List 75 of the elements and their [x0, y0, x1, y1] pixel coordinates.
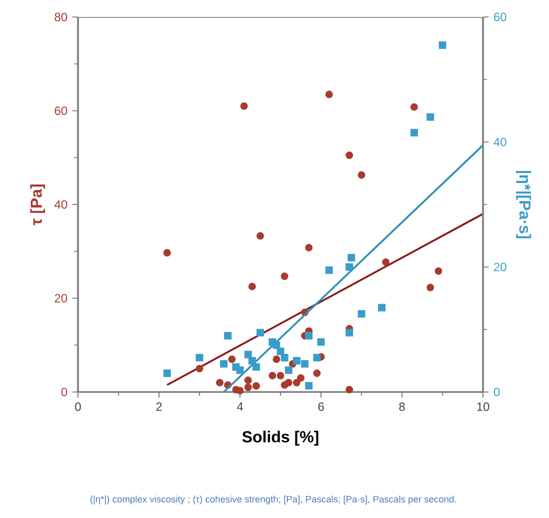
point — [284, 378, 292, 386]
point — [268, 372, 276, 380]
y-tick-label: 0 — [61, 388, 68, 396]
point — [305, 382, 313, 390]
point — [292, 357, 300, 364]
point — [228, 355, 236, 363]
y2-tick-label: 20 — [494, 262, 506, 272]
point — [325, 266, 333, 274]
point — [280, 272, 288, 280]
point — [248, 282, 256, 290]
point — [196, 354, 204, 362]
point — [313, 354, 321, 362]
point — [305, 244, 313, 252]
y-tick-label: 80 — [54, 12, 68, 22]
point — [426, 113, 434, 121]
point — [284, 366, 292, 374]
point — [163, 249, 171, 257]
y2-axis-title: |η*|[Pa·s] — [516, 171, 532, 238]
point — [301, 360, 309, 368]
y2-tick-label: 0 — [494, 388, 500, 396]
point — [346, 263, 354, 271]
point — [252, 363, 260, 371]
point — [240, 102, 248, 110]
y-tick-label: 60 — [54, 106, 68, 115]
point — [256, 232, 264, 240]
point — [434, 267, 442, 275]
point — [220, 360, 228, 368]
x-tick-label: 10 — [477, 402, 490, 411]
point — [438, 41, 446, 49]
x-tick-label: 8 — [399, 402, 405, 411]
y2-tick-label: 40 — [494, 138, 506, 146]
y-tick-label: 40 — [54, 200, 68, 209]
point — [346, 386, 354, 394]
point — [272, 355, 280, 363]
point — [348, 254, 356, 262]
point — [163, 370, 171, 377]
point — [280, 354, 288, 362]
point — [358, 171, 366, 179]
point — [382, 258, 390, 266]
point — [224, 332, 232, 340]
point — [378, 304, 386, 312]
y-axis-title: τ [Pa] — [30, 184, 46, 226]
point — [426, 284, 434, 292]
point — [248, 357, 256, 364]
point — [276, 348, 284, 356]
y-tick-label: 20 — [54, 294, 68, 303]
point — [236, 386, 244, 394]
point — [313, 370, 321, 377]
point — [410, 128, 418, 136]
point — [236, 366, 244, 374]
text: (|η*|) complex viscosity ; (τ) cohesive strength; [Pa], Pascals; [Pa·s], Pascals per second. — [90, 496, 456, 504]
x-tick-label: 4 — [236, 402, 243, 411]
point — [256, 328, 264, 336]
point — [346, 328, 354, 336]
point — [325, 90, 333, 98]
point — [196, 364, 204, 372]
point — [276, 372, 284, 380]
point — [244, 350, 252, 358]
point — [252, 382, 260, 390]
x-axis-title: Solids [%] — [242, 430, 318, 446]
point — [305, 332, 313, 340]
x-tick-label: 0 — [75, 402, 81, 411]
point — [346, 152, 354, 160]
point — [272, 341, 280, 349]
point — [244, 384, 252, 392]
point — [317, 338, 325, 346]
x-tick-label: 2 — [156, 402, 162, 411]
point — [216, 378, 224, 386]
point — [297, 374, 304, 382]
point — [358, 310, 366, 318]
x-tick-label: 6 — [318, 402, 324, 411]
y2-tick-label: 60 — [494, 12, 506, 22]
point — [244, 376, 252, 384]
point — [410, 103, 418, 111]
point — [292, 378, 300, 386]
